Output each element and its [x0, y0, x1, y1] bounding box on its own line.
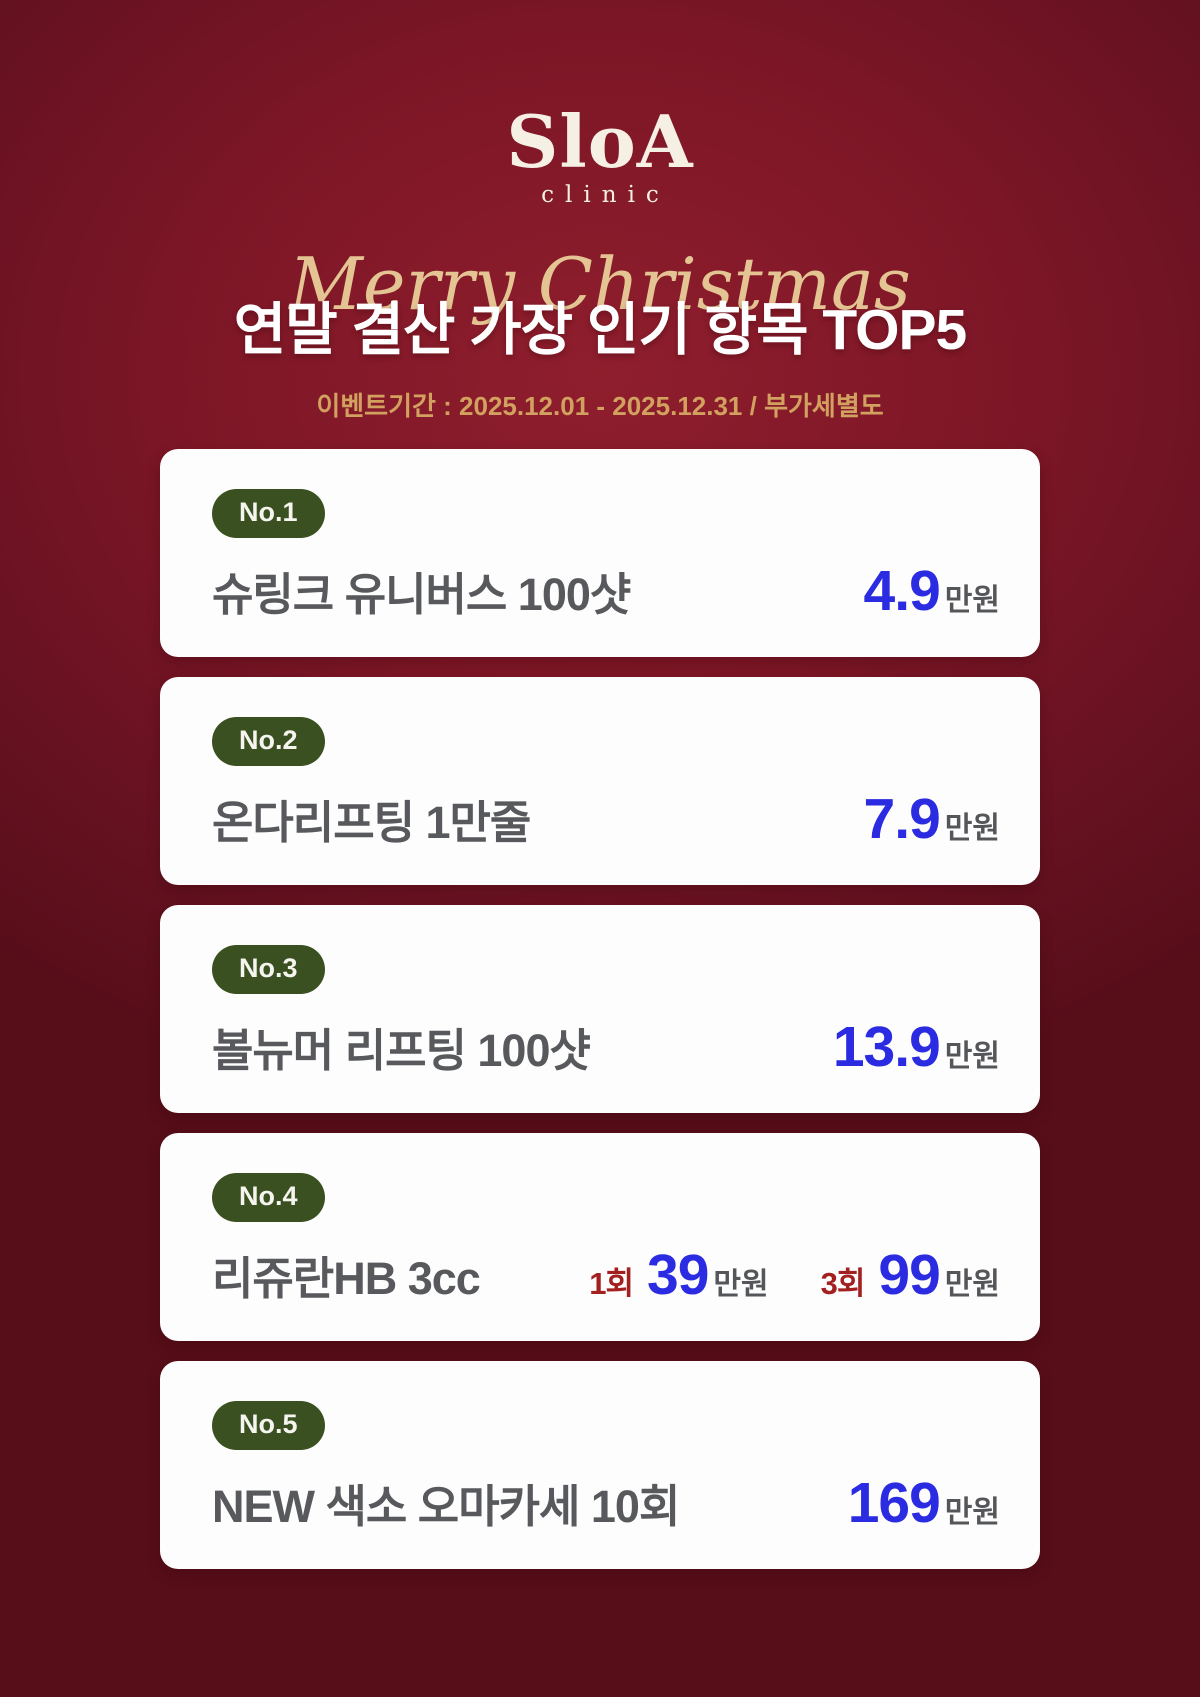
rank-card-2: No.2 온다리프팅 1만줄 7.9 만원 — [160, 676, 1040, 885]
merry-christmas-script: Merry Christmas — [289, 242, 911, 326]
item-price-triple: 3회 99 만원 — [820, 1242, 1000, 1307]
rank-badge: No.2 — [212, 716, 325, 766]
item-price: 4.9 만원 — [863, 558, 1000, 623]
price-unit: 만원 — [713, 1267, 769, 1301]
price-value: 39 — [647, 1242, 709, 1307]
item-row: 리쥬란HB 3cc 1회 39 만원 3회 99 만원 — [212, 1242, 1000, 1307]
item-price-single: 1회 39 만원 — [589, 1242, 769, 1307]
rank-card-4: No.4 리쥬란HB 3cc 1회 39 만원 3회 99 만원 — [160, 1132, 1040, 1341]
price-count-label: 1회 — [589, 1265, 634, 1301]
price-unit: 만원 — [944, 1039, 1000, 1073]
item-row: 볼뉴머 리프팅 100샷 13.9 만원 — [212, 1014, 1000, 1079]
price-value: 99 — [878, 1242, 940, 1307]
poster-header: SloA clinic Merry Christmas 연말 결산 가장 인기 … — [0, 106, 1200, 423]
item-price: 13.9 만원 — [832, 1014, 1000, 1079]
price-unit: 만원 — [944, 811, 1000, 845]
item-name: 리쥬란HB 3cc — [212, 1252, 481, 1304]
price-value: 13.9 — [832, 1014, 941, 1079]
price-unit: 만원 — [944, 1267, 1000, 1301]
item-name: NEW 색소 오마카세 10회 — [212, 1480, 680, 1532]
page-title: 연말 결산 가장 인기 항목 TOP5 — [233, 298, 967, 362]
item-row: 슈링크 유니버스 100샷 4.9 만원 — [212, 558, 1000, 623]
rank-card-3: No.3 볼뉴머 리프팅 100샷 13.9 만원 — [160, 904, 1040, 1113]
clinic-logo: SloA clinic — [0, 99, 1200, 209]
item-row: NEW 색소 오마카세 10회 169 만원 — [212, 1470, 1000, 1535]
logo-brand-text: SloA — [506, 99, 694, 184]
logo-subtext: clinic — [541, 182, 670, 208]
item-price: 7.9 만원 — [863, 786, 1000, 851]
rank-badge: No.5 — [212, 1400, 325, 1450]
item-row: 온다리프팅 1만줄 7.9 만원 — [212, 786, 1000, 851]
rank-badge: No.1 — [212, 488, 325, 538]
price-count-label: 3회 — [820, 1265, 866, 1301]
item-name: 볼뉴머 리프팅 100샷 — [212, 1024, 591, 1076]
price-unit: 만원 — [944, 1495, 1000, 1529]
rank-badge: No.4 — [212, 1172, 325, 1222]
price-unit: 만원 — [944, 583, 1000, 617]
rank-card-1: No.1 슈링크 유니버스 100샷 4.9 만원 — [160, 448, 1040, 657]
price-value: 4.9 — [863, 558, 941, 623]
event-period-text: 이벤트기간 : 2025.12.01 - 2025.12.31 / 부가세별도 — [316, 390, 884, 421]
price-value: 169 — [847, 1470, 941, 1535]
item-price-set: 1회 39 만원 3회 99 만원 — [589, 1242, 1000, 1307]
rank-badge: No.3 — [212, 944, 325, 994]
item-price: 169 만원 — [847, 1470, 1000, 1535]
item-name: 온다리프팅 1만줄 — [212, 796, 531, 848]
rank-card-5: No.5 NEW 색소 오마카세 10회 169 만원 — [160, 1360, 1040, 1569]
price-value: 7.9 — [863, 786, 941, 851]
ranking-list: No.1 슈링크 유니버스 100샷 4.9 만원 No.2 온다리프팅 1만줄 … — [160, 448, 1040, 1569]
item-name: 슈링크 유니버스 100샷 — [212, 568, 631, 620]
